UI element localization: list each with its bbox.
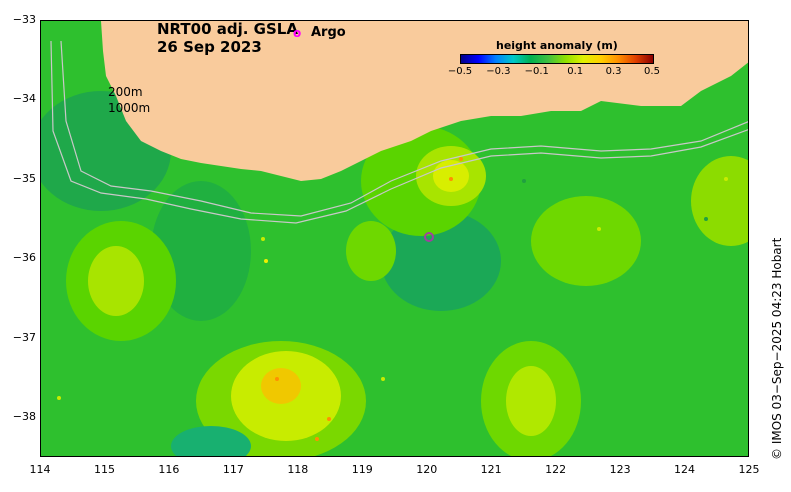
argo-legend-symbol: o <box>293 26 302 40</box>
drifter-marker <box>261 237 265 241</box>
drifter-marker <box>579 456 583 457</box>
map-title-line2: 26 Sep 2023 <box>157 38 262 56</box>
drifter-marker <box>425 456 429 457</box>
anomaly-blob-north-center-core <box>433 160 469 192</box>
colorbar-tick: 0.5 <box>644 66 660 77</box>
x-tick-label: 114 <box>29 463 51 476</box>
colorbar-tick: −0.5 <box>447 66 473 77</box>
y-tick-label: −35 <box>12 171 36 185</box>
x-tick-label: 124 <box>674 463 696 476</box>
x-tick-label: 117 <box>222 463 244 476</box>
drifter-marker <box>724 177 728 181</box>
anomaly-blob-small <box>346 221 396 281</box>
drifter-marker <box>381 377 385 381</box>
y-tick-label: −38 <box>12 410 36 424</box>
anomaly-blob-far-east <box>691 156 748 246</box>
anomaly-blob-west-inner <box>88 246 144 316</box>
argo-legend-label: Argo <box>311 25 346 40</box>
x-tick-label: 115 <box>93 463 115 476</box>
drifter-marker <box>449 177 453 181</box>
anomaly-blob-southwest-core <box>261 368 301 404</box>
drifter-marker <box>522 179 526 183</box>
x-tick-label: 123 <box>609 463 631 476</box>
drifter-marker <box>152 456 156 457</box>
drifter-marker <box>327 417 331 421</box>
y-tick-label: −34 <box>12 92 36 106</box>
colorbar <box>460 54 654 64</box>
y-tick-label: −37 <box>12 330 36 344</box>
anomaly-blob-east <box>531 196 641 286</box>
isobath-200m-label: 200m <box>108 85 143 99</box>
map-plot-area <box>40 20 749 457</box>
drifter-marker <box>597 227 601 231</box>
drifter-marker <box>57 396 61 400</box>
drifter-marker <box>71 456 75 457</box>
isobath-1000m-label: 1000m <box>108 101 151 115</box>
drifter-marker <box>315 437 319 441</box>
x-tick-label: 125 <box>738 463 760 476</box>
drifter-marker <box>704 217 708 221</box>
drifter-marker <box>264 259 268 263</box>
anomaly-blob-center <box>381 211 501 311</box>
isobath-1000m <box>50 40 748 224</box>
drifter-marker <box>459 157 463 161</box>
y-tick-label: −33 <box>12 13 36 26</box>
x-tick-label: 116 <box>158 463 180 476</box>
x-tick-label: 122 <box>545 463 567 476</box>
drifter-marker <box>275 377 279 381</box>
x-tick-label: 120 <box>416 463 438 476</box>
isobath-200m <box>60 40 748 217</box>
colorbar-tick: 0.1 <box>567 66 584 77</box>
x-tick-label: 119 <box>351 463 373 476</box>
y-tick-label: −36 <box>12 251 36 265</box>
colorbar-tick: −0.3 <box>486 66 511 77</box>
x-tick-label: 121 <box>480 463 502 476</box>
sea-level-anomaly-map <box>41 21 748 457</box>
x-tick-label: 118 <box>287 463 309 476</box>
anomaly-blob-south-cool <box>171 426 251 456</box>
map-title-line1: NRT00 adj. GSLA <box>157 20 298 38</box>
imos-credit: © IMOS 03−Sep−2025 04:23 Hobart <box>770 237 784 460</box>
argo-float-marker <box>424 232 434 242</box>
anomaly-blob-south-inner <box>506 366 556 436</box>
colorbar-tick: −0.1 <box>524 66 549 77</box>
colorbar-tick: 0.3 <box>605 66 622 77</box>
colorbar-label: height anomaly (m) <box>496 39 618 52</box>
